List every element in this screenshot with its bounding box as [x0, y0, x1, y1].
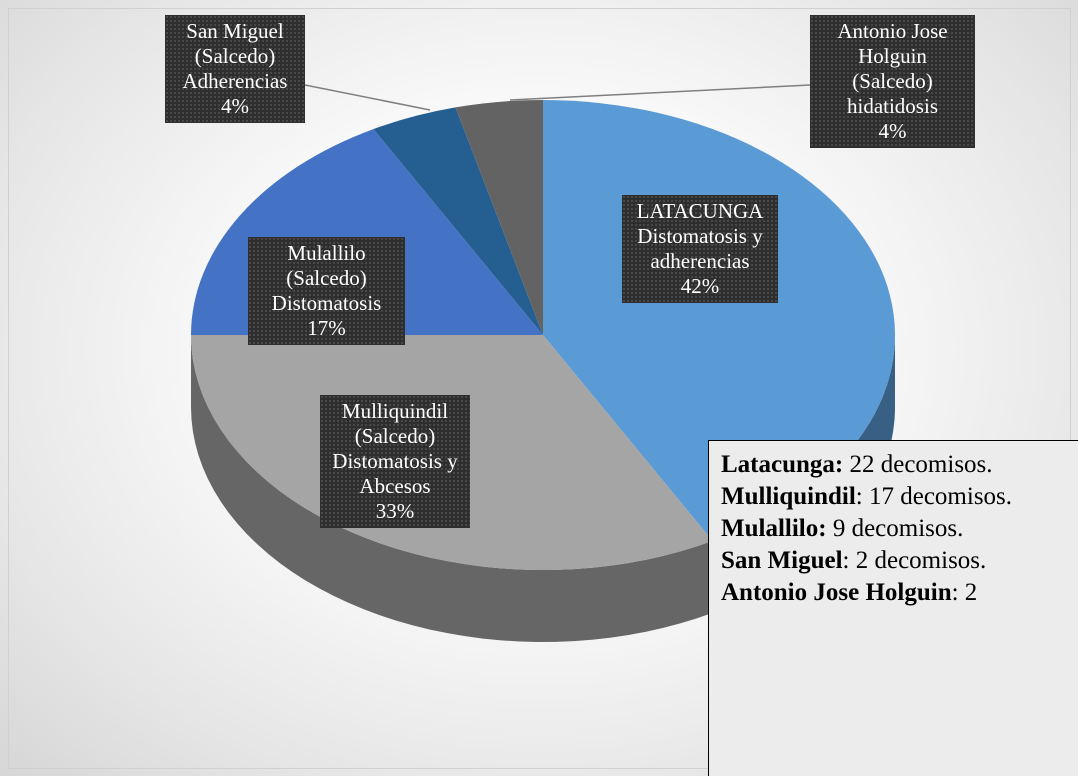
leader-line	[304, 84, 431, 111]
value-label: 33%	[375, 499, 415, 523]
note-text: : 2 decomisos.	[842, 547, 987, 574]
value-label: 42%	[680, 274, 720, 298]
category-label: Mulliquindil (Salcedo) Distomatosis y Ab…	[332, 399, 458, 498]
note-line: Mulliquindil: 17 decomisos.	[721, 481, 1066, 513]
leader-line	[509, 84, 811, 101]
data-label: San Miguel (Salcedo) Adherencias 4%	[165, 15, 305, 123]
note-bold: Antonio Jose Holguin	[721, 579, 952, 606]
note-bold: Mulallilo:	[721, 515, 827, 542]
note-bold: Latacunga:	[721, 451, 844, 478]
note-text: 22 decomisos.	[843, 451, 993, 478]
note-line: Mulallilo: 9 decomisos.	[721, 513, 1066, 545]
note-line: Latacunga: 22 decomisos.	[721, 449, 1066, 481]
data-label: LATACUNGA Distomatosis y adherencias 42%	[622, 195, 778, 303]
value-label: 17%	[307, 316, 346, 340]
note-bold: San Miguel	[721, 547, 843, 574]
category-label: San Miguel (Salcedo) Adherencias	[182, 19, 288, 93]
value-label: 4%	[878, 119, 907, 143]
note-text: : 17 decomisos.	[855, 483, 1013, 510]
note-line: San Miguel: 2 decomisos.	[721, 545, 1066, 577]
note-box: Latacunga: 22 decomisos. Mulliquindil: 17…	[708, 440, 1078, 776]
note-text: 9 decomisos.	[826, 515, 964, 542]
category-label: Antonio Jose Holguin (Salcedo) hidatidos…	[837, 19, 948, 118]
value-label: 4%	[221, 94, 249, 118]
data-label: Antonio Jose Holguin (Salcedo) hidatidos…	[810, 15, 975, 148]
data-label: Mulallilo (Salcedo) Distomatosis 17%	[248, 237, 405, 345]
note-bold: Mulliquindil	[721, 483, 856, 510]
pie-slice	[373, 107, 543, 335]
pie-side	[191, 335, 713, 642]
category-label: LATACUNGA Distomatosis y adherencias	[636, 199, 764, 273]
chart-border	[8, 8, 1071, 769]
category-label: Mulallilo (Salcedo) Distomatosis	[271, 241, 382, 315]
note-text: : 2	[951, 579, 978, 606]
pie-slice	[455, 100, 543, 335]
note-line: Antonio Jose Holguin: 2	[721, 577, 1066, 609]
data-label: Mulliquindil (Salcedo) Distomatosis y Ab…	[320, 395, 470, 528]
